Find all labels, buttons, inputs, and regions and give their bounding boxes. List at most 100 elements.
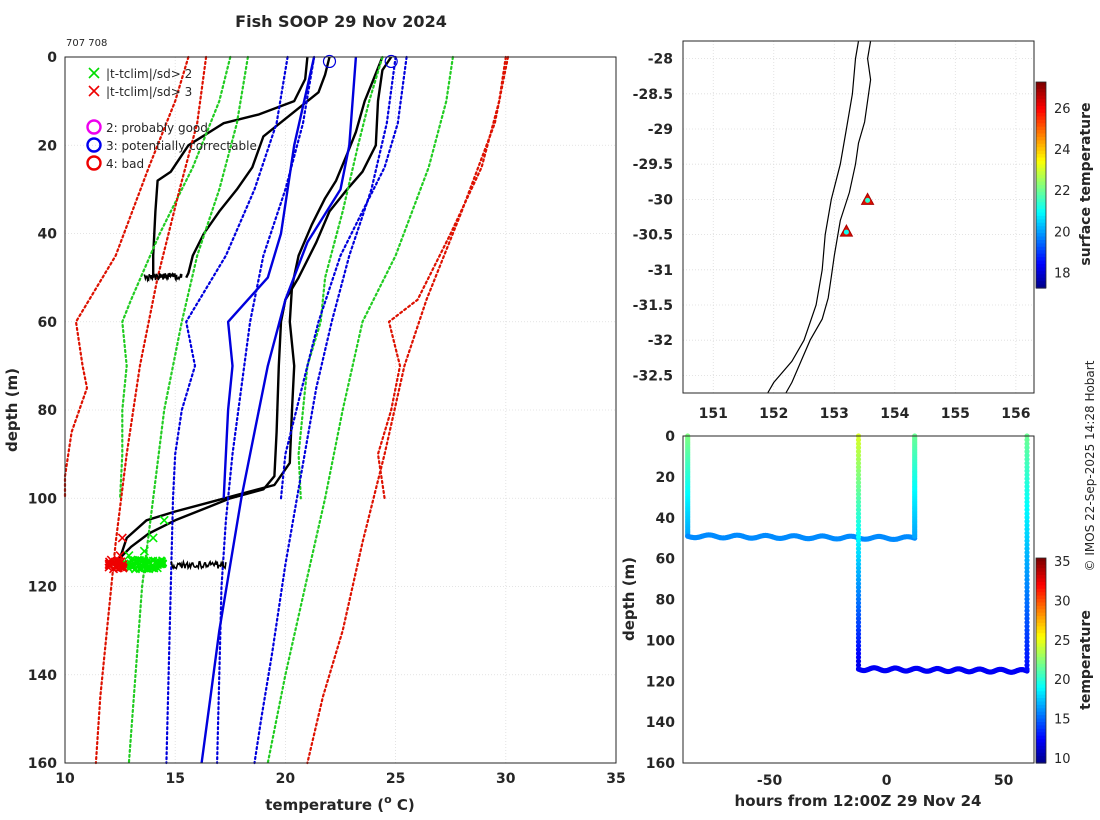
track-point xyxy=(855,604,862,610)
colorbar-segment xyxy=(1036,246,1046,251)
track-point xyxy=(1024,445,1030,451)
colorbar-segment xyxy=(1036,150,1046,155)
profile-line-clim-sd2-high-2 xyxy=(266,55,454,765)
track-point xyxy=(855,503,862,509)
profile-line-clim-sd3-low-2 xyxy=(94,55,208,765)
colorbar-tick-label: 24 xyxy=(1054,143,1071,158)
profile-line-profile-3 xyxy=(114,56,393,566)
colorbar-segment xyxy=(1036,739,1046,744)
track-point xyxy=(1024,452,1030,458)
colorbar-tick-label: 18 xyxy=(1054,267,1071,282)
surface-temp-colorbar-label: surface temperature xyxy=(1078,102,1094,265)
colorbar-segment xyxy=(1036,588,1046,593)
colorbar-segment xyxy=(1036,698,1046,703)
profile-ytick-label: 100 xyxy=(28,491,57,507)
map-axes-box xyxy=(682,40,1035,394)
colorbar-segment xyxy=(1036,154,1046,159)
outlier-sd3-mark-stroke xyxy=(117,533,127,543)
profile-line-clim-sd3-low-1 xyxy=(63,55,190,500)
colorbar-segment xyxy=(1036,160,1046,165)
outlier-sd2-mark-stroke xyxy=(124,551,134,561)
track-point xyxy=(855,569,862,575)
colorbar-segment xyxy=(1036,629,1046,634)
colorbar-segment xyxy=(1036,749,1046,754)
timeseries-tracks xyxy=(685,433,1030,675)
colorbar-segment xyxy=(1036,236,1046,241)
temperature-colorbar-label: temperature xyxy=(1078,610,1094,710)
colorbar-segment xyxy=(1036,82,1046,87)
colorbar-segment xyxy=(1036,575,1046,580)
colorbar-segment xyxy=(1036,239,1046,244)
outlier-sd3-mark-stroke xyxy=(116,563,125,572)
timeseries-ytick-label: 0 xyxy=(665,429,675,445)
flag-circle-mark xyxy=(384,54,398,69)
track-point xyxy=(855,619,862,626)
track-point xyxy=(855,608,862,614)
colorbar-tick-label: 35 xyxy=(1054,555,1071,570)
track-point xyxy=(1024,627,1030,633)
outlier-sd2-mark xyxy=(148,556,156,564)
colorbar-segment xyxy=(1036,605,1046,610)
colorbar-tick-label: 10 xyxy=(1054,752,1071,767)
track-point xyxy=(1024,491,1030,497)
track-point xyxy=(1024,647,1030,653)
colorbar-segment xyxy=(1036,616,1046,621)
track-point xyxy=(1024,557,1030,563)
track-point xyxy=(1024,546,1030,552)
timeseries-ytick-label: 160 xyxy=(646,756,675,772)
outlier-sd2-mark-stroke xyxy=(148,556,156,564)
colorbar-segment xyxy=(1036,626,1046,631)
track-point xyxy=(1024,460,1030,466)
profile-xtick-label: 20 xyxy=(276,771,296,787)
track-point xyxy=(855,612,862,618)
map-xtick-label: 156 xyxy=(1001,406,1030,422)
colorbar-segment xyxy=(1036,267,1046,272)
track-point xyxy=(855,588,862,594)
colorbar-segment xyxy=(1036,640,1046,645)
timeseries-panel: -50 0 50 0 20 40 60 80 100 120 140 160 hours from 1… xyxy=(620,429,1094,810)
track-point xyxy=(1024,530,1030,536)
colorbar-segment xyxy=(1036,140,1046,145)
colorbar-segment xyxy=(1036,136,1046,141)
colorbar-tick-label: 30 xyxy=(1054,594,1071,609)
profile-line-clim-sd1-low xyxy=(165,55,289,765)
track-point xyxy=(855,584,862,591)
track-point xyxy=(1024,448,1030,455)
profile-panel: 10 15 20 25 30 35 0 20 40 60 80 100 120 140 160 temper… xyxy=(3,50,626,814)
track-point xyxy=(855,487,862,493)
track-point xyxy=(1024,596,1030,602)
colorbar-segment xyxy=(1036,274,1046,279)
timeseries-ytick-label: 40 xyxy=(656,511,676,527)
colorbar-segment xyxy=(1036,558,1046,563)
colorbar-frame xyxy=(1035,81,1047,289)
track-point xyxy=(1024,569,1030,575)
track-point xyxy=(855,546,862,552)
colorbar-segment xyxy=(1036,253,1046,258)
track-point xyxy=(1024,631,1030,637)
legend-label: 2: probably good xyxy=(106,121,208,135)
outlier-sd2-mark-stroke xyxy=(139,546,149,556)
temperature-colorbar: 10 15 20 25 30 35 xyxy=(1035,555,1071,767)
outlier-sd2-mark-stroke xyxy=(148,533,158,543)
map-stations xyxy=(839,192,875,237)
track-point xyxy=(1024,612,1030,618)
outlier-sd2-mark-stroke xyxy=(138,565,146,573)
map-ytick-label: -29.5 xyxy=(633,157,673,173)
map-panel: 151 152 153 154 155 156 -28 -28.5 -29 -29.5 -30 -30… xyxy=(633,40,1094,422)
colorbar-segment xyxy=(1036,602,1046,607)
colorbar-segment xyxy=(1036,243,1046,248)
timeseries-ytick-label: 60 xyxy=(656,552,676,568)
track-point xyxy=(855,491,862,497)
track-point xyxy=(1024,581,1030,587)
profile-line-profile-1 xyxy=(151,56,309,278)
colorbar-tick-label: 20 xyxy=(1054,673,1071,688)
track-point xyxy=(1024,608,1030,614)
colorbar-segment xyxy=(1036,143,1046,148)
profile-xtick-label: 35 xyxy=(606,771,625,787)
outlier-sd2-mark xyxy=(138,565,146,573)
outlier-sd2-mark-stroke xyxy=(159,515,169,525)
colorbar-segment xyxy=(1036,646,1046,651)
profile-xtick-label: 10 xyxy=(55,771,75,787)
track-point xyxy=(1024,565,1030,571)
track-point xyxy=(855,530,862,536)
